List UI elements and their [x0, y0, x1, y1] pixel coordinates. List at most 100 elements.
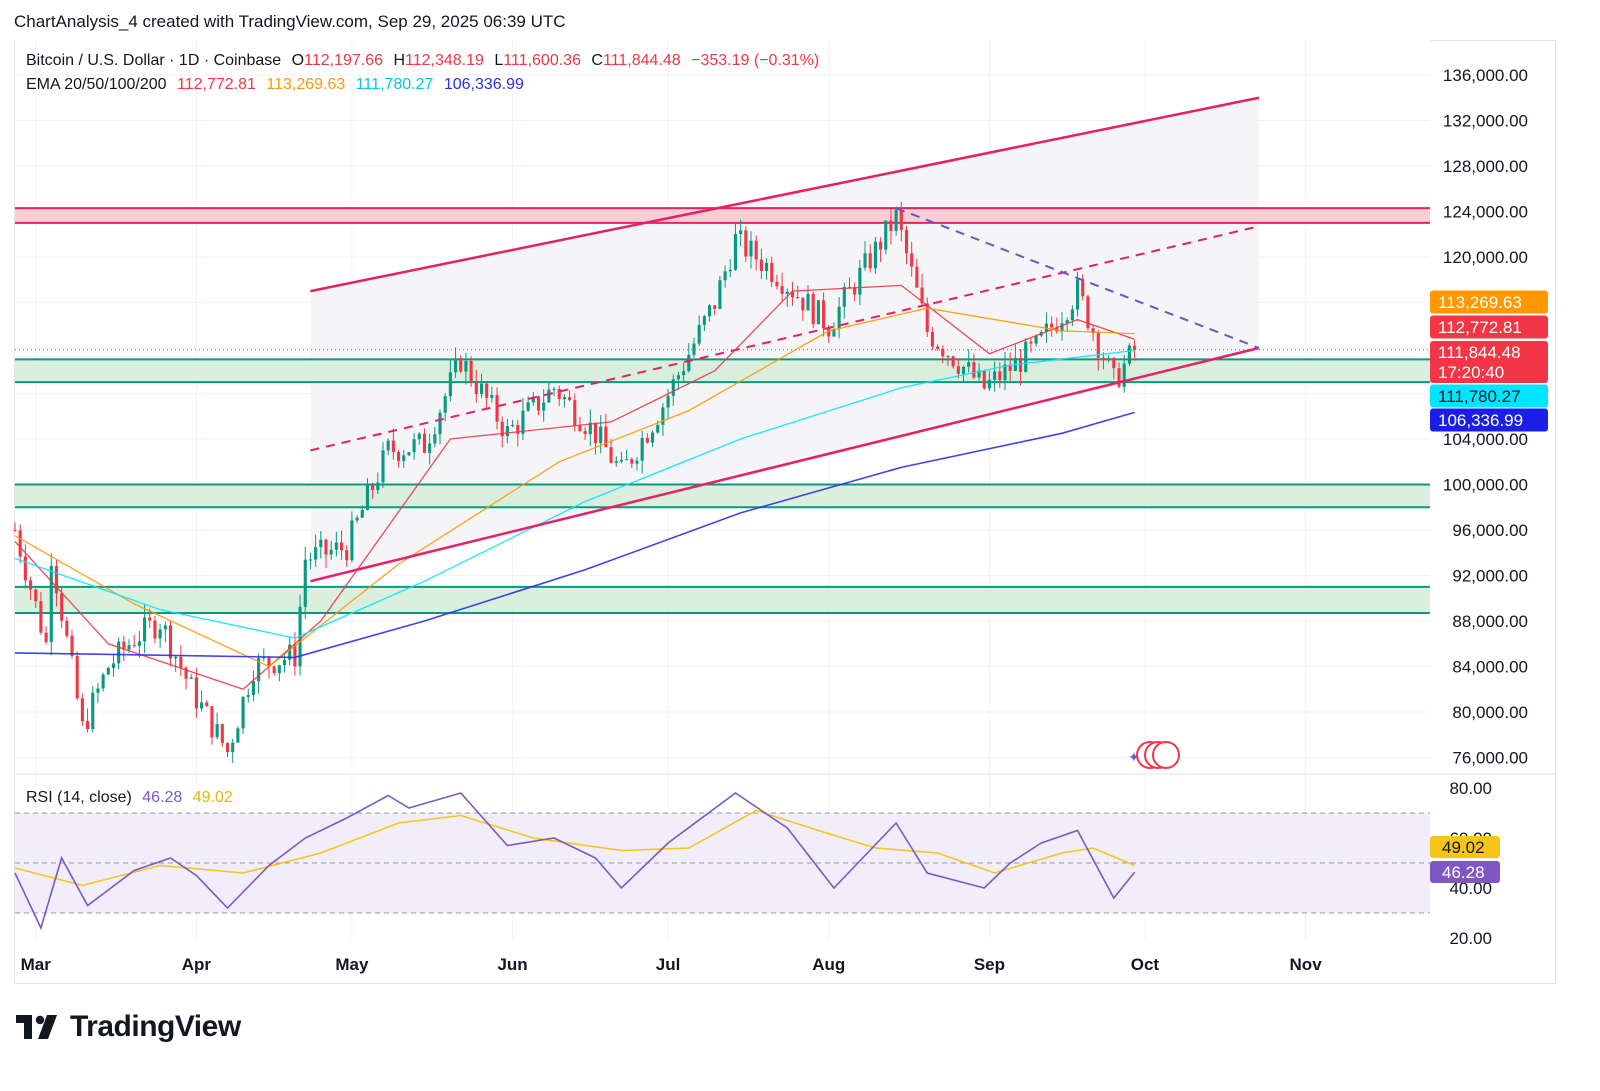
candle-body [951, 356, 955, 367]
candle-body [754, 240, 758, 260]
candle-body [215, 724, 219, 738]
last-price-tag-bg [1430, 341, 1548, 383]
candle-body [972, 362, 976, 378]
candle-body [956, 366, 960, 374]
price-tick-label: 80,000.00 [1452, 703, 1528, 722]
rsi-tick-label: 40.00 [1449, 879, 1492, 898]
candle-body [495, 395, 499, 422]
candle-body [873, 241, 877, 269]
candle-body [137, 641, 141, 646]
rsi-ma-tag: 49.02 [1430, 836, 1500, 858]
candle-body [86, 720, 90, 729]
candle-body [759, 259, 763, 272]
ema-legend[interactable]: EMA 20/50/100/200 112,772.81 113,269.63 … [26, 76, 530, 94]
candle-body [930, 331, 934, 347]
rsi-tick-label: 20.00 [1449, 929, 1492, 948]
candle-body [443, 396, 447, 413]
price-tick-label: 124,000.00 [1443, 203, 1528, 222]
price-tick-label: 104,000.00 [1443, 430, 1528, 449]
candle-body [573, 400, 577, 426]
candle-body [1070, 309, 1074, 321]
candle-body [547, 389, 551, 403]
ema50-price-tag: 113,269.63 [1430, 290, 1548, 314]
time-tick-label: Jul [656, 955, 681, 974]
open-value: 112,197.66 [304, 52, 383, 69]
candle-body [837, 306, 841, 329]
rsi-value-tag: 46.28 [1430, 861, 1500, 883]
candle-body [806, 293, 810, 311]
candle-body [1018, 357, 1023, 372]
rsi-legend[interactable]: RSI (14, close) 46.28 49.02 [26, 789, 239, 807]
candle-body [277, 665, 281, 674]
candle-body [904, 230, 909, 254]
high-value: 112,348.19 [405, 52, 484, 69]
ohlc-legend[interactable]: Bitcoin / U.S. Dollar · 1D · Coinbase O1… [26, 52, 825, 70]
candle-body [915, 266, 919, 288]
candle-body [671, 379, 675, 396]
rsi-layer [14, 792, 1430, 931]
candle-body [542, 402, 546, 411]
candle-body [645, 438, 649, 443]
candle-body [459, 358, 463, 372]
candle-body [376, 482, 380, 490]
candle-body [500, 421, 504, 437]
candle-body [479, 383, 484, 395]
price-tick-label: 88,000.00 [1452, 612, 1528, 631]
rsi-value: 46.28 [142, 789, 183, 806]
candle-body [189, 677, 193, 679]
candle-body [1091, 328, 1095, 334]
candle-body [454, 358, 458, 373]
candle-body [946, 356, 950, 358]
candle-body [1075, 279, 1080, 310]
candle-body [1112, 358, 1116, 369]
time-tick-label: Jun [497, 955, 527, 974]
candle-body [402, 455, 406, 462]
ema200-value: 106,336.99 [443, 76, 524, 93]
candle-body [184, 667, 188, 679]
candle-body [987, 379, 991, 389]
candle-body [961, 366, 966, 374]
candle-body [91, 692, 95, 729]
time-tick-label: Aug [812, 955, 845, 974]
candle-body [303, 559, 307, 607]
ema200-price-tag-text: 106,336.99 [1438, 411, 1523, 430]
candle-body [267, 657, 271, 667]
candles-layer [13, 201, 1137, 763]
candle-body [718, 280, 722, 309]
rsi-ma-tag-text: 49.02 [1442, 838, 1485, 857]
candle-body [412, 439, 416, 453]
candle-body [1029, 341, 1033, 344]
candle-body [552, 388, 556, 390]
candle-body [96, 688, 100, 693]
candle-body [117, 641, 121, 664]
channel-lower-line [310, 346, 1260, 583]
ema50-price-tag-text: 113,269.63 [1438, 293, 1522, 312]
candle-body [355, 517, 359, 521]
candle-body [381, 450, 385, 483]
candle-body [707, 305, 712, 317]
candle-body [816, 300, 820, 325]
ema100-value: 111,780.27 [355, 76, 434, 93]
candle-body [619, 459, 623, 462]
tradingview-logo[interactable]: TradingView [16, 1010, 241, 1044]
candle-body [687, 354, 691, 372]
ema20-price-tag-text: 112,772.81 [1438, 318, 1522, 337]
last-price-value: 111,844.48 [1438, 343, 1521, 362]
candle-body [220, 724, 224, 744]
candle-body [562, 397, 566, 400]
candle-body [65, 620, 69, 636]
candle-body [516, 424, 520, 434]
candle-body [246, 695, 250, 697]
chart-header: ChartAnalysis_4 created with TradingView… [14, 12, 566, 31]
candle-body [298, 606, 302, 667]
candle-body [106, 667, 110, 675]
candle-body [635, 460, 639, 464]
candle-body [531, 396, 535, 403]
candle-body [319, 539, 323, 548]
candle-body [148, 617, 152, 621]
candle-body [588, 422, 592, 435]
candle-body [360, 509, 364, 518]
ema50-line [14, 307, 1135, 668]
candle-body [44, 632, 48, 642]
